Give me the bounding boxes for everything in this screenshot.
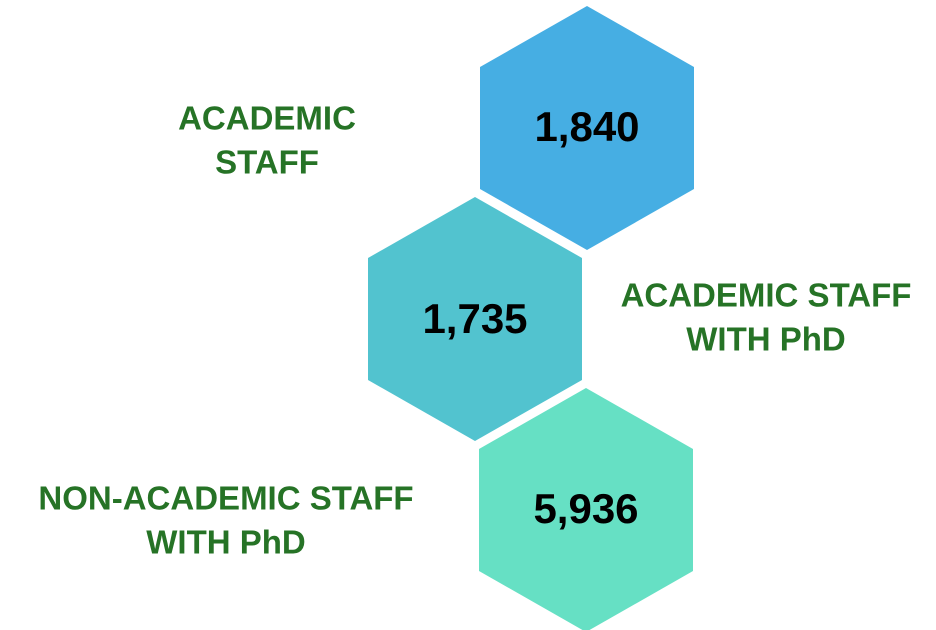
label-line: ACADEMIC [178,100,356,137]
label-line: WITH PhD [686,321,845,358]
value: 1,840 [534,103,639,150]
label-line: STAFF [215,144,319,181]
value: 1,735 [422,295,527,342]
hexagon [479,388,693,630]
label-line: ACADEMIC STAFF [621,277,912,314]
value: 5,936 [533,485,638,532]
hexagon [368,197,582,441]
label-line: NON-ACADEMIC STAFF [38,480,413,517]
hexagon [480,6,694,250]
label-line: WITH PhD [146,524,305,561]
